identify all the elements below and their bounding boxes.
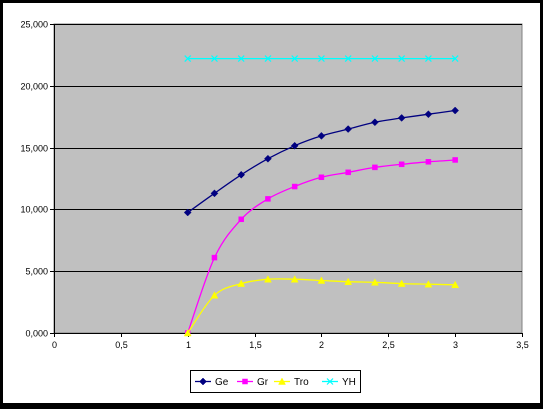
data-point-gr-6: [346, 170, 351, 175]
x-tick-label: 1,5: [249, 340, 262, 350]
data-point-gr-7: [372, 165, 377, 170]
y-tick-label: 0,000: [25, 329, 48, 339]
x-tick-label: 0,5: [115, 340, 128, 350]
legend-marker-gr: [243, 379, 248, 384]
data-point-gr-9: [426, 159, 431, 164]
legend-label-ge: Ge: [215, 377, 229, 388]
x-tick-label: 0: [52, 340, 57, 350]
x-tick-label: 2: [319, 340, 324, 350]
plot-background: [54, 24, 522, 333]
data-point-gr-5: [319, 175, 324, 180]
data-point-gr-10: [453, 157, 458, 162]
legend-label-tro: Tro: [294, 377, 309, 388]
data-point-gr-1: [212, 255, 217, 260]
x-tick-label: 1: [186, 340, 191, 350]
chart-area: 0,000 5,000 10,000 15,000 20,000 25,000 0 0,5 1 1…: [3, 3, 540, 403]
y-tick-label: 15,000: [20, 144, 48, 154]
data-point-gr-2: [239, 217, 244, 222]
line-chart: 0,000 5,000 10,000 15,000 20,000 25,000 0 0,5 1 1…: [3, 3, 540, 403]
x-tick-label: 3: [453, 340, 458, 350]
x-tick-label: 2,5: [382, 340, 395, 350]
x-tick-label: 3,5: [516, 340, 529, 350]
legend-label-yh: YH: [342, 377, 356, 388]
data-point-gr-3: [265, 196, 270, 201]
y-tick-label: 20,000: [20, 82, 48, 92]
legend-label-gr: Gr: [257, 377, 269, 388]
y-tick-label: 5,000: [25, 267, 48, 277]
y-tick-label: 25,000: [20, 20, 48, 30]
data-point-gr-4: [292, 184, 297, 189]
data-point-gr-8: [399, 162, 404, 167]
y-tick-label: 10,000: [20, 205, 48, 215]
